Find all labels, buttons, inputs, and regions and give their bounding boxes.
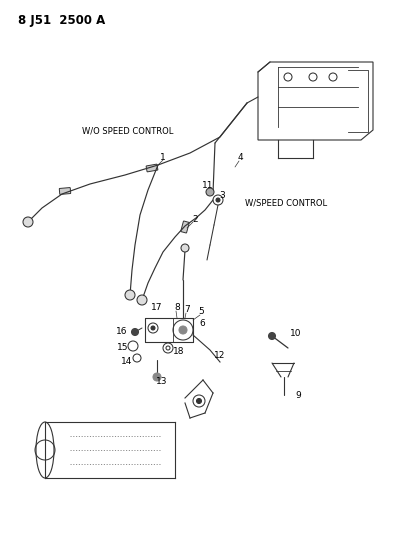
Text: 13: 13	[156, 377, 168, 386]
Text: 12: 12	[214, 351, 226, 359]
Text: 8 J51  2500 A: 8 J51 2500 A	[18, 14, 105, 27]
Text: 1: 1	[160, 154, 166, 163]
Circle shape	[125, 290, 135, 300]
Text: 8: 8	[174, 303, 180, 312]
Text: 17: 17	[151, 303, 163, 312]
Text: 2: 2	[192, 215, 198, 224]
Text: 10: 10	[290, 328, 302, 337]
Text: 4: 4	[237, 154, 243, 163]
Text: W/O SPEED CONTROL: W/O SPEED CONTROL	[82, 126, 173, 135]
FancyBboxPatch shape	[146, 164, 158, 172]
Text: 5: 5	[198, 308, 204, 317]
Circle shape	[216, 198, 220, 202]
FancyBboxPatch shape	[59, 188, 71, 195]
Circle shape	[196, 399, 201, 403]
FancyBboxPatch shape	[181, 221, 189, 233]
Text: 11: 11	[202, 181, 214, 190]
Circle shape	[179, 326, 187, 334]
Text: W/SPEED CONTROL: W/SPEED CONTROL	[245, 198, 327, 207]
Text: 3: 3	[219, 190, 225, 199]
Circle shape	[23, 217, 33, 227]
Text: 18: 18	[173, 348, 185, 357]
Circle shape	[269, 333, 275, 340]
Text: 16: 16	[116, 327, 128, 336]
Text: 6: 6	[199, 319, 205, 327]
Circle shape	[206, 188, 214, 196]
Text: 7: 7	[184, 305, 190, 314]
Text: 9: 9	[295, 391, 301, 400]
Circle shape	[151, 326, 155, 330]
Circle shape	[137, 295, 147, 305]
Circle shape	[153, 373, 161, 381]
Circle shape	[132, 328, 139, 335]
Text: 14: 14	[121, 358, 133, 367]
Circle shape	[181, 244, 189, 252]
Text: 15: 15	[117, 343, 129, 352]
